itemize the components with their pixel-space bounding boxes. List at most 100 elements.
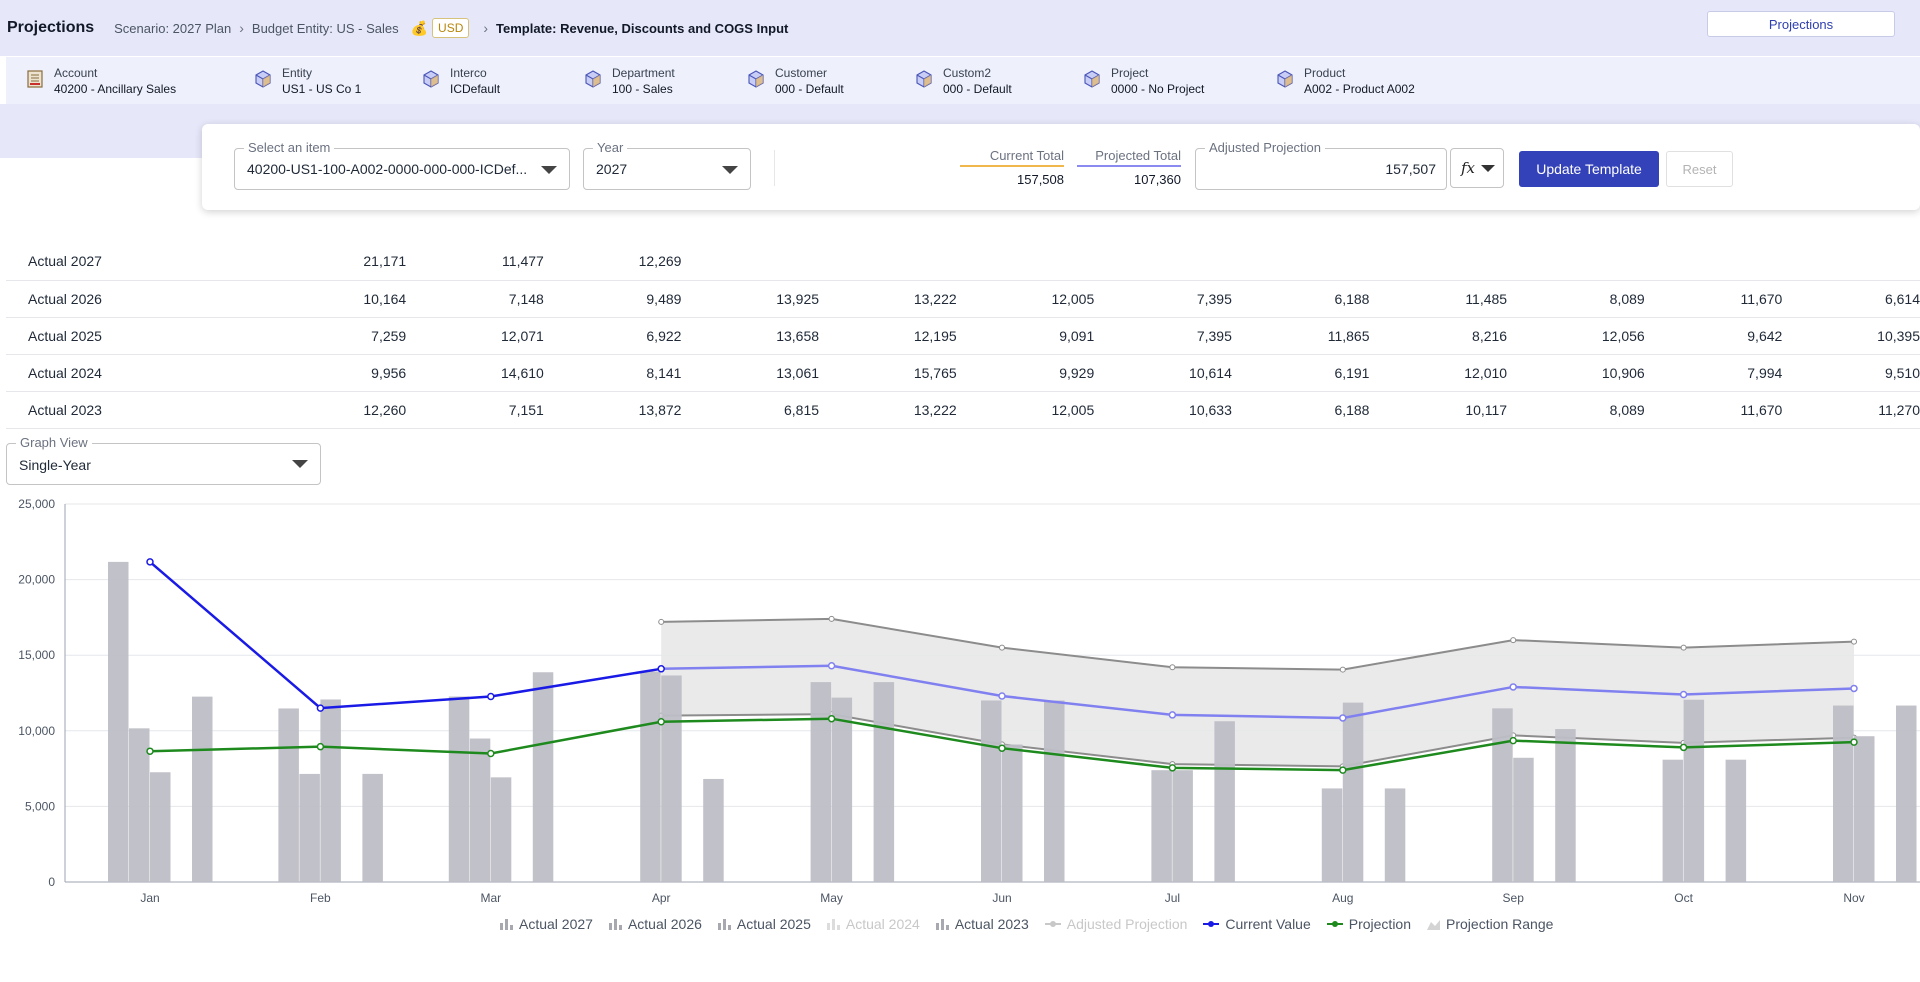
table-cell[interactable] (819, 243, 957, 281)
table-cell[interactable]: 7,259 (268, 317, 407, 355)
update-template-button[interactable]: Update Template (1519, 151, 1659, 187)
table-cell[interactable] (1369, 243, 1508, 281)
table-cell[interactable]: 8,089 (1507, 391, 1645, 429)
year-select[interactable]: Year 2027 (583, 140, 751, 190)
ledger-icon (27, 70, 43, 88)
legend-item-current-value[interactable]: Current Value (1203, 916, 1311, 932)
table-cell[interactable]: 11,670 (1644, 280, 1783, 318)
table-cell[interactable]: 13,872 (543, 391, 682, 429)
reset-button[interactable]: Reset (1666, 151, 1733, 187)
table-cell[interactable]: 12,056 (1507, 317, 1645, 355)
table-cell[interactable]: 10,164 (268, 280, 407, 318)
table-cell[interactable]: 6,191 (1231, 354, 1370, 392)
table-cell[interactable] (1782, 243, 1920, 281)
projection-range-point (1510, 637, 1517, 644)
table-cell[interactable]: 9,642 (1644, 317, 1783, 355)
bar-actual-2027 (278, 708, 299, 882)
table-cell[interactable]: 12,010 (1369, 354, 1508, 392)
legend-item-adjusted-projection[interactable]: Adjusted Projection (1044, 916, 1187, 932)
table-cell[interactable]: 13,658 (681, 317, 820, 355)
year-select-label: Year (593, 140, 628, 155)
table-cell[interactable]: 9,489 (543, 280, 682, 318)
dimension-custom2[interactable]: Custom2 000 - Default (915, 66, 1012, 97)
legend-item-actual-2026[interactable]: Actual 2026 (608, 916, 702, 932)
dimension-department[interactable]: Department 100 - Sales (584, 66, 675, 97)
table-cell[interactable]: 13,061 (681, 354, 820, 392)
table-cell[interactable] (1094, 243, 1232, 281)
graph-view-select[interactable]: Graph View Single-Year (6, 435, 321, 485)
table-cell[interactable]: 11,865 (1231, 317, 1370, 355)
current-value-point (487, 692, 495, 701)
table-cell[interactable]: 6,922 (543, 317, 682, 355)
legend-item-actual-2023[interactable]: Actual 2023 (935, 916, 1029, 932)
breadcrumb-scenario[interactable]: Scenario: 2027 Plan (114, 20, 232, 36)
formula-dropdown[interactable]: fx (1450, 148, 1504, 188)
breadcrumb-budget-entity[interactable]: Budget Entity: US - Sales (251, 20, 399, 36)
table-cell[interactable]: 7,395 (1094, 280, 1232, 318)
table-cell[interactable]: 9,510 (1782, 354, 1920, 392)
table-cell[interactable]: 6,188 (1231, 391, 1370, 429)
table-cell[interactable]: 15,765 (819, 354, 957, 392)
projection-range-point (1169, 664, 1176, 671)
table-cell[interactable]: 11,485 (1369, 280, 1508, 318)
dimension-customer[interactable]: Customer 000 - Default (747, 66, 844, 97)
table-cell[interactable]: 10,633 (1094, 391, 1232, 429)
table-cell[interactable]: 11,270 (1782, 391, 1920, 429)
table-cell[interactable]: 10,614 (1094, 354, 1232, 392)
dimension-value: A002 - Product A002 (1304, 82, 1415, 96)
table-cell[interactable] (681, 243, 820, 281)
table-cell[interactable]: 21,171 (268, 243, 407, 281)
table-cell[interactable]: 7,395 (1094, 317, 1232, 355)
table-cell[interactable]: 9,929 (956, 354, 1095, 392)
table-cell[interactable]: 10,906 (1507, 354, 1645, 392)
table-cell[interactable]: 13,222 (819, 391, 957, 429)
projection-chart: 0 5,000 10,000 15,000 20,000 25,000 Jan Feb Mar A… (18, 497, 1920, 905)
dimension-project[interactable]: Project 0000 - No Project (1083, 66, 1204, 97)
table-cell[interactable]: 14,610 (406, 354, 544, 392)
legend-item-actual-2024[interactable]: Actual 2024 (826, 916, 920, 932)
table-cell[interactable]: 8,089 (1507, 280, 1645, 318)
dimension-label: Product (1304, 66, 1346, 80)
table-cell[interactable] (1231, 243, 1370, 281)
table-cell[interactable]: 13,222 (819, 280, 957, 318)
line-current-value (149, 560, 662, 710)
table-cell[interactable]: 11,477 (406, 243, 544, 281)
table-cell[interactable]: 9,091 (956, 317, 1095, 355)
table-cell[interactable]: 9,956 (268, 354, 407, 392)
table-cell[interactable] (1644, 243, 1783, 281)
table-cell[interactable]: 12,195 (819, 317, 957, 355)
table-cell[interactable]: 7,148 (406, 280, 544, 318)
table-cell[interactable]: 7,151 (406, 391, 544, 429)
table-cell[interactable]: 12,269 (543, 243, 682, 281)
line-legend-icon (1044, 921, 1061, 927)
table-cell[interactable]: 11,670 (1644, 391, 1783, 429)
adjusted-projection-input[interactable]: Adjusted Projection 157,507 (1195, 140, 1447, 190)
legend-item-actual-2025[interactable]: Actual 2025 (717, 916, 811, 932)
legend-item-actual-2027[interactable]: Actual 2027 (500, 916, 593, 932)
dimension-interco[interactable]: Interco ICDefault (422, 66, 500, 97)
legend-label: Actual 2025 (736, 916, 811, 932)
table-cell[interactable]: 7,994 (1644, 354, 1783, 392)
table-cell[interactable]: 12,005 (956, 280, 1095, 318)
table-cell[interactable]: 6,188 (1231, 280, 1370, 318)
dimension-account[interactable]: Account 40200 - Ancillary Sales (26, 66, 176, 97)
table-cell[interactable] (956, 243, 1095, 281)
item-select[interactable]: Select an item 40200-US1-100-A002-0000-0… (234, 140, 570, 190)
table-cell[interactable]: 8,141 (543, 354, 682, 392)
dimension-entity[interactable]: Entity US1 - US Co 1 (254, 66, 361, 97)
table-cell[interactable]: 10,117 (1369, 391, 1508, 429)
table-cell[interactable]: 8,216 (1369, 317, 1508, 355)
table-cell[interactable]: 12,071 (406, 317, 544, 355)
dimension-product[interactable]: Product A002 - Product A002 (1276, 66, 1415, 97)
table-cell[interactable]: 12,260 (268, 391, 407, 429)
table-cell[interactable]: 13,925 (681, 280, 820, 318)
table-cell[interactable] (1507, 243, 1645, 281)
table-cell[interactable]: 6,614 (1782, 280, 1920, 318)
table-cell[interactable]: 6,815 (681, 391, 820, 429)
tab-projections[interactable]: Projections (1707, 11, 1895, 37)
currency-badge: USD (432, 18, 470, 38)
table-cell[interactable]: 12,005 (956, 391, 1095, 429)
legend-item-projection-range[interactable]: Projection Range (1427, 916, 1553, 932)
legend-item-projection[interactable]: Projection (1326, 916, 1411, 932)
table-cell[interactable]: 10,395 (1782, 317, 1920, 355)
